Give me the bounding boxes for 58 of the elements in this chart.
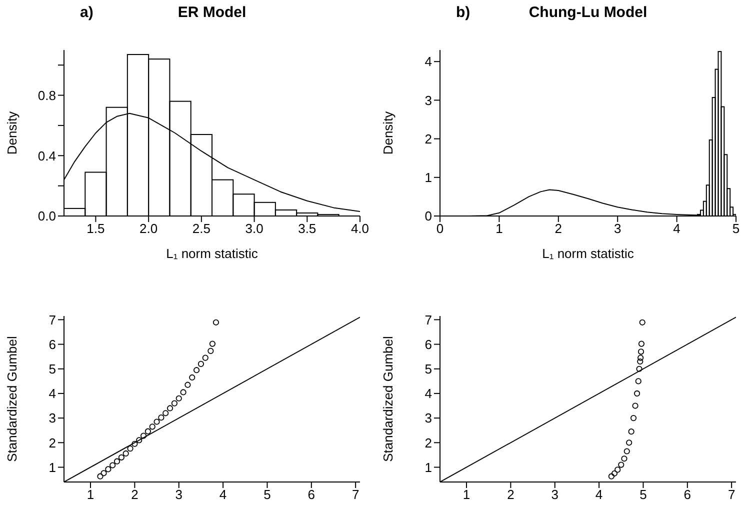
y-axis-title: Density <box>380 110 396 155</box>
y-tick-label: 3 <box>424 92 432 108</box>
y-axis-title: Standardized Gumbel <box>4 336 20 462</box>
y-tick-label: 0 <box>424 208 432 224</box>
x-tick-label: 1.5 <box>86 221 105 236</box>
x-tick-label: 2.5 <box>192 221 210 236</box>
x-tick-label: 2 <box>507 487 514 502</box>
x-axis-title: L₁ norm statistic <box>166 246 258 261</box>
y-tick-label: 1 <box>48 460 56 475</box>
y-tick-label: 3 <box>48 410 56 426</box>
x-tick-label: 3 <box>551 487 558 502</box>
y-tick-label: 0.8 <box>38 88 56 103</box>
y-tick-label: 7 <box>424 312 432 328</box>
x-tick-label: 7 <box>352 487 360 502</box>
y-tick-label: 2 <box>424 435 432 450</box>
text: a) <box>80 4 94 21</box>
y-tick-label: 5 <box>48 361 56 376</box>
x-tick-label: 7 <box>728 487 736 502</box>
y-tick-label: 1 <box>424 460 432 475</box>
y-tick-label: 0.0 <box>38 208 56 224</box>
y-tick-label: 6 <box>48 336 56 352</box>
y-tick-label: 4 <box>424 386 432 402</box>
x-tick-label: 5 <box>264 487 271 502</box>
y-tick-label: 4 <box>424 54 432 70</box>
y-tick-label: 6 <box>424 336 432 352</box>
y-tick-label: 2 <box>424 131 432 146</box>
x-tick-label: 2 <box>131 487 138 502</box>
x-tick-label: 1 <box>496 221 503 236</box>
x-tick-label: 4 <box>219 487 227 502</box>
y-tick-label: 5 <box>424 361 432 376</box>
y-tick-label: 3 <box>424 410 432 426</box>
chart-title: Chung-Lu Model <box>528 4 648 21</box>
x-axis-title: L₁ norm statistic <box>542 246 634 261</box>
x-tick-label: 1 <box>462 487 470 502</box>
x-tick-label: 3 <box>175 487 182 502</box>
x-tick-label: 5 <box>732 221 740 236</box>
chart-title: ER Model <box>178 4 246 21</box>
x-tick-label: 3.5 <box>298 221 316 236</box>
x-tick-label: 3 <box>614 221 622 236</box>
x-tick-label: 4 <box>595 487 603 502</box>
x-tick-label: 0 <box>436 221 444 236</box>
y-axis-title: Standardized Gumbel <box>380 336 396 462</box>
y-tick-label: 4 <box>48 386 56 402</box>
x-tick-label: 6 <box>684 487 692 502</box>
y-axis-title: Density <box>4 110 20 155</box>
y-tick-label: 2 <box>48 435 56 450</box>
y-tick-label: 1 <box>424 170 432 186</box>
y-tick-label: 7 <box>48 312 56 328</box>
x-tick-label: 2 <box>554 221 562 236</box>
text: b) <box>456 4 470 21</box>
x-tick-label: 5 <box>640 487 647 502</box>
x-tick-label: 6 <box>308 487 316 502</box>
x-tick-label: 2.0 <box>140 221 158 236</box>
y-tick-label: 0.4 <box>38 148 56 164</box>
x-tick-label: 1 <box>86 487 94 502</box>
x-tick-label: 4.0 <box>350 221 370 236</box>
x-tick-label: 3.0 <box>245 221 264 236</box>
x-tick-label: 4 <box>673 221 680 236</box>
